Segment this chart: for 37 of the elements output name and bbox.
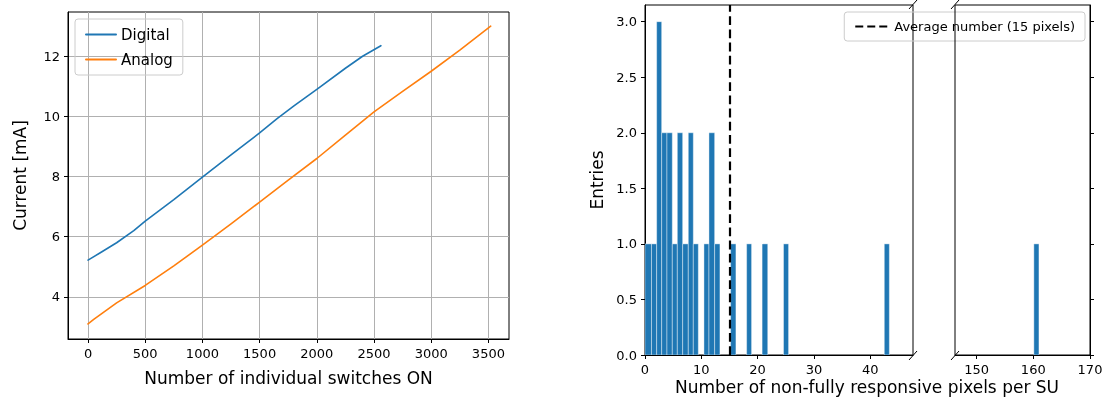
y-tick-label: 0.5	[616, 291, 637, 307]
y-tick-label: 1.5	[616, 180, 637, 196]
x-tick-label: 30	[805, 362, 823, 377]
y-tick-label: 2.0	[616, 125, 637, 141]
y-tick-label: 10	[43, 108, 60, 124]
legend-label: Digital	[121, 25, 170, 44]
y-tick-label: 2.5	[616, 69, 637, 85]
x-axis-title: Number of non-fully responsive pixels per SU	[674, 376, 1060, 397]
x-tick-label: 3500	[471, 346, 505, 361]
y-tick-label: 4	[51, 289, 60, 305]
y-tick-label: 8	[51, 169, 60, 185]
x-tick-label: 1500	[243, 346, 277, 361]
y-tick-label: 0.0	[616, 347, 637, 363]
x-tick-label: 150	[964, 362, 989, 377]
x-tick-label: 2000	[300, 346, 334, 361]
x-tick-label: 3000	[414, 346, 448, 361]
y-axis-title: Current [mA]	[9, 120, 30, 231]
line-series	[87, 25, 492, 325]
y-tick-label: 1.0	[616, 236, 637, 252]
x-tick-label: 500	[132, 346, 158, 361]
y-tick-label: 3.0	[616, 14, 637, 30]
x-tick-label: 1000	[185, 346, 219, 361]
x-tick-label: 20	[749, 362, 766, 377]
x-tick-label: 2500	[357, 346, 391, 361]
x-tick-label: 40	[861, 362, 879, 377]
x-tick-label: 10	[693, 362, 710, 377]
line-series	[87, 44, 382, 261]
x-tick-label: 0	[83, 346, 93, 361]
y-axis-title: Entries	[586, 150, 607, 210]
x-tick-label: 0	[640, 362, 650, 377]
x-tick-label: 160	[1020, 362, 1046, 377]
x-axis-title: Number of individual switches ON	[144, 367, 433, 388]
y-tick-label: 12	[43, 48, 60, 64]
legend-label: Analog	[121, 50, 173, 69]
ref-line-label: Average number (15 pixels)	[894, 19, 1076, 34]
x-tick-label: 170	[1077, 362, 1103, 377]
y-tick-label: 6	[51, 229, 60, 245]
